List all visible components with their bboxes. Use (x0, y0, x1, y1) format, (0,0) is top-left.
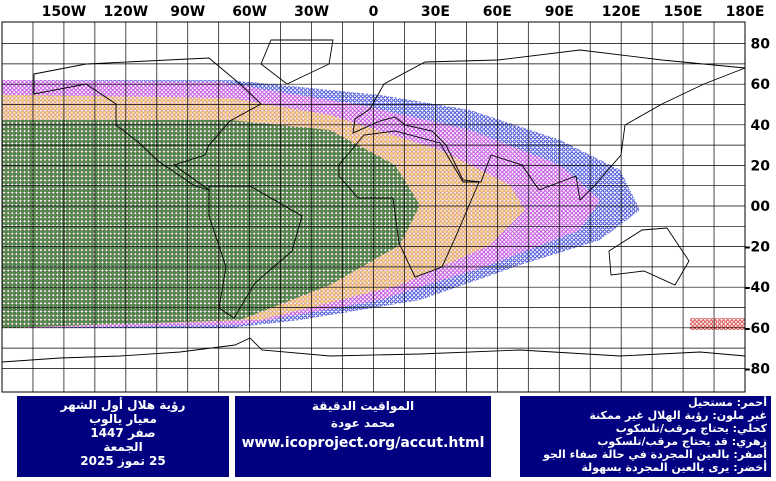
lat-tick-label: 60 (751, 77, 771, 93)
lat-tick-label: -60 (745, 321, 771, 337)
north-america (33, 57, 262, 191)
date: 25 تموز 2025 (80, 454, 166, 468)
lat-tick-label: -20 (745, 240, 771, 256)
legend-entry: زهري: قد يحتاج مرقب/تلسكوب (597, 435, 767, 448)
lon-tick-label: 90W (170, 4, 205, 20)
lon-tick-label: 60E (483, 4, 512, 20)
lon-tick-label: 60W (232, 4, 267, 20)
map-frame (1, 21, 746, 393)
zone-naked-eye-easy (2, 120, 420, 328)
legend-entry: أحمر: مستحيل (688, 396, 767, 409)
lon-tick-label: 150W (42, 4, 87, 20)
lat-tick-label: 80 (751, 37, 771, 53)
zone-impossible (690, 318, 745, 330)
lon-tick-label: 150E (664, 4, 703, 20)
africa (338, 130, 480, 278)
graticule (2, 22, 745, 392)
legend-entry: أخضر: يرى بالعين المجردة بسهولة (581, 461, 767, 474)
legend-entry: كحلي: يحتاج مرقب/تلسكوب (615, 422, 767, 435)
lat-tick-label: -80 (745, 361, 771, 377)
lat-tick-label: 20 (751, 158, 771, 174)
australia (608, 227, 690, 286)
lon-tick-label: 30W (294, 4, 329, 20)
lon-tick-label: 30E (421, 4, 450, 20)
hijri-month: صفر 1447 (90, 426, 156, 440)
lat-tick-label: 40 (751, 118, 771, 134)
legend-box: أحمر: مستحيل غير ملون: رؤية الهلال غير مم… (520, 396, 771, 477)
lat-tick-label: -40 (745, 280, 771, 296)
lon-tick-label: 120W (103, 4, 148, 20)
info-box: رؤية هلال أول الشهر معيار يالوب صفر 1447… (17, 396, 229, 477)
lon-tick-label: 0 (369, 4, 379, 20)
criterion: معيار يالوب (89, 412, 157, 426)
lon-tick-label: 120E (602, 4, 641, 20)
legend-entry: غير ملون: رؤية الهلال غير ممكنة (589, 409, 767, 422)
legend-entry: أصفر: بالعين المجردة في حالة صفاء الجو (543, 448, 767, 461)
greenland (260, 39, 334, 85)
lon-tick-label: 90E (545, 4, 574, 20)
title: رؤية هلال أول الشهر (60, 398, 186, 412)
lon-tick-label: 180E (726, 4, 765, 20)
credits-box: المواقيت الدقيقة محمد عودة www.icoprojec… (235, 396, 491, 477)
credit-url[interactable]: www.icoproject.org/accut.html (241, 435, 485, 451)
south-america (208, 185, 303, 319)
weekday: الجمعة (103, 440, 143, 454)
map: 150W 120W 90W 60W 30W 0 30E 60E 90E 120E 150E 180E 8… (1, 4, 771, 393)
credit-author: محمد عودة (330, 416, 396, 430)
antarctica (1, 337, 746, 363)
credit-title: المواقيت الدقيقة (311, 399, 415, 413)
tick-labels: 150W 120W 90W 60W 30W 0 30E 60E 90E 120E 150E 180E 8… (42, 4, 771, 377)
lat-tick-label: 00 (751, 199, 771, 215)
visibility-zones (2, 80, 745, 330)
